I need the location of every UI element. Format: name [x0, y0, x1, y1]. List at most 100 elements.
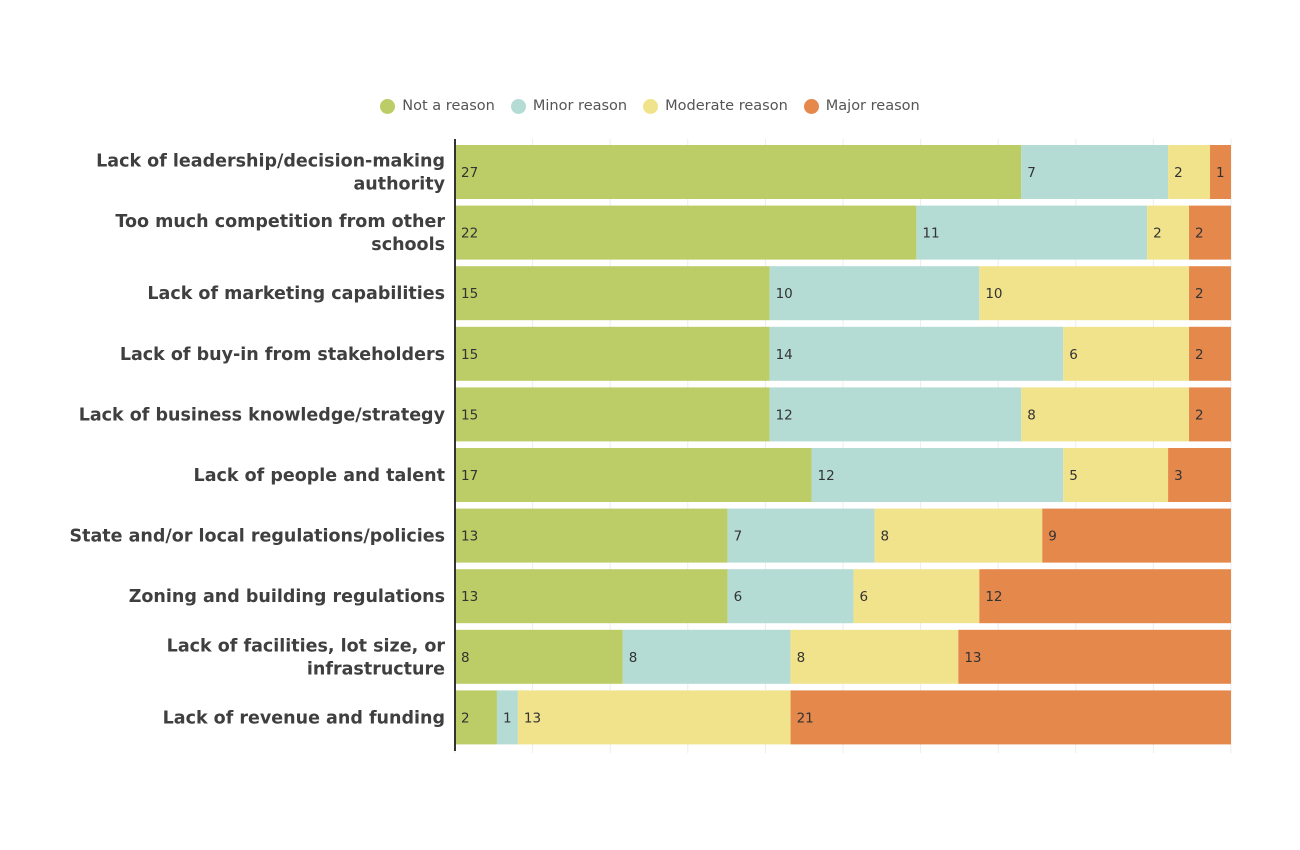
- data-label: 22: [461, 226, 478, 242]
- legend-swatch: [643, 98, 659, 114]
- bar-segment[interactable]: [979, 266, 1190, 321]
- legend-item[interactable]: Moderate reason: [643, 98, 788, 114]
- category-label: State and/or local regulations/policies: [70, 527, 445, 547]
- bar-segment[interactable]: [455, 629, 623, 684]
- bar-segment[interactable]: [1168, 145, 1211, 199]
- bar-segment[interactable]: [455, 387, 770, 442]
- legend-label: Not a reason: [402, 98, 495, 114]
- bar-segment[interactable]: [790, 690, 1231, 745]
- data-label: 10: [776, 286, 793, 302]
- data-label: 8: [461, 650, 470, 666]
- legend-label: Moderate reason: [665, 98, 788, 114]
- category-label: Zoning and building regulations: [129, 587, 445, 607]
- data-label: 13: [524, 710, 541, 726]
- category-labels: Lack of leadership/decision-making author…: [70, 152, 446, 729]
- data-label: 15: [461, 407, 478, 423]
- data-label: 10: [985, 286, 1002, 302]
- data-label: 8: [1027, 407, 1036, 423]
- data-label: 1: [503, 710, 512, 726]
- data-label: 11: [922, 226, 939, 242]
- category-label: schools: [371, 235, 445, 255]
- bar-segment[interactable]: [496, 690, 518, 745]
- data-label: 2: [1153, 226, 1162, 242]
- data-label: 2: [1195, 347, 1204, 363]
- bar-segment[interactable]: [1042, 508, 1231, 563]
- data-label: 2: [1174, 165, 1183, 181]
- legend-label: Major reason: [825, 98, 920, 114]
- bar-segment[interactable]: [769, 387, 1022, 442]
- bar-segment[interactable]: [727, 569, 854, 624]
- bar-segment[interactable]: [455, 508, 728, 563]
- category-label: Too much competition from other: [115, 212, 445, 232]
- legend-label: Minor reason: [532, 98, 628, 114]
- data-label: 13: [461, 589, 478, 605]
- data-label: 3: [1174, 468, 1183, 484]
- bar-segment[interactable]: [455, 205, 917, 260]
- bar-segment[interactable]: [455, 326, 770, 381]
- legend-swatch: [510, 98, 526, 114]
- data-label: 2: [1195, 286, 1204, 302]
- data-label: 27: [461, 165, 478, 181]
- data-label: 6: [1069, 347, 1078, 363]
- category-label: Lack of buy-in from stakeholders: [120, 345, 445, 365]
- bar-segment[interactable]: [455, 145, 1022, 199]
- data-label: 13: [964, 650, 981, 666]
- bar-segment[interactable]: [853, 569, 980, 624]
- data-label: 8: [797, 650, 806, 666]
- bar-segment[interactable]: [1210, 145, 1231, 199]
- bar-segment[interactable]: [622, 629, 791, 684]
- bar-segment[interactable]: [790, 629, 959, 684]
- category-label: infrastructure: [307, 659, 445, 679]
- bar-segment[interactable]: [1189, 387, 1231, 442]
- bar-segment[interactable]: [727, 508, 875, 563]
- data-label: 12: [776, 407, 793, 423]
- legend-swatch: [380, 98, 396, 114]
- bar-segment[interactable]: [1063, 326, 1190, 381]
- bar-segment[interactable]: [1021, 387, 1190, 442]
- value-labels: 27 7 2 122 11 2 215 10 10 215 14 6 215 12 8 217 12 5 313 7 8…: [461, 165, 1225, 726]
- data-label: 2: [461, 710, 470, 726]
- category-label: Lack of leadership/decision-making: [96, 152, 445, 172]
- data-label: 2: [1195, 226, 1204, 242]
- bar-segment[interactable]: [1147, 205, 1190, 260]
- bar-segment[interactable]: [958, 629, 1231, 684]
- legend-item[interactable]: Minor reason: [510, 98, 628, 114]
- data-label: 21: [797, 710, 814, 726]
- category-label: Lack of business knowledge/strategy: [79, 405, 446, 425]
- data-label: 8: [629, 650, 638, 666]
- data-label: 9: [1048, 529, 1057, 545]
- category-label: Lack of facilities, lot size, or: [167, 636, 446, 656]
- bar-segment[interactable]: [769, 266, 980, 321]
- bar-segment[interactable]: [769, 326, 1064, 381]
- bar-segment[interactable]: [874, 508, 1043, 563]
- bar-segment[interactable]: [1189, 266, 1231, 321]
- bar-segment[interactable]: [455, 569, 728, 624]
- data-label: 1: [1216, 165, 1225, 181]
- data-label: 5: [1069, 468, 1078, 484]
- bar-segment[interactable]: [1021, 145, 1169, 199]
- bar-segment[interactable]: [979, 569, 1231, 624]
- category-label: authority: [353, 175, 445, 195]
- data-label: 17: [461, 468, 478, 484]
- data-label: 6: [859, 589, 868, 605]
- bar-segment[interactable]: [455, 448, 812, 502]
- legend-item[interactable]: Not a reason: [380, 98, 495, 114]
- bar-segment[interactable]: [455, 266, 770, 321]
- data-label: 15: [461, 286, 478, 302]
- data-label: 12: [985, 589, 1002, 605]
- legend-item[interactable]: Major reason: [803, 98, 920, 114]
- data-label: 15: [461, 347, 478, 363]
- data-label: 14: [776, 347, 793, 363]
- data-label: 13: [461, 529, 478, 545]
- data-label: 12: [818, 468, 835, 484]
- bar-segment[interactable]: [517, 690, 791, 745]
- bar-segment[interactable]: [811, 448, 1064, 502]
- bar-segment[interactable]: [1168, 448, 1231, 502]
- bar-segment[interactable]: [1189, 326, 1231, 381]
- data-label: 2: [1195, 407, 1204, 423]
- bar-segment[interactable]: [1189, 205, 1231, 260]
- data-label: 8: [880, 529, 889, 545]
- bar-segment[interactable]: [916, 205, 1148, 260]
- bar-segment[interactable]: [1063, 448, 1169, 502]
- bar-segment[interactable]: [455, 690, 497, 745]
